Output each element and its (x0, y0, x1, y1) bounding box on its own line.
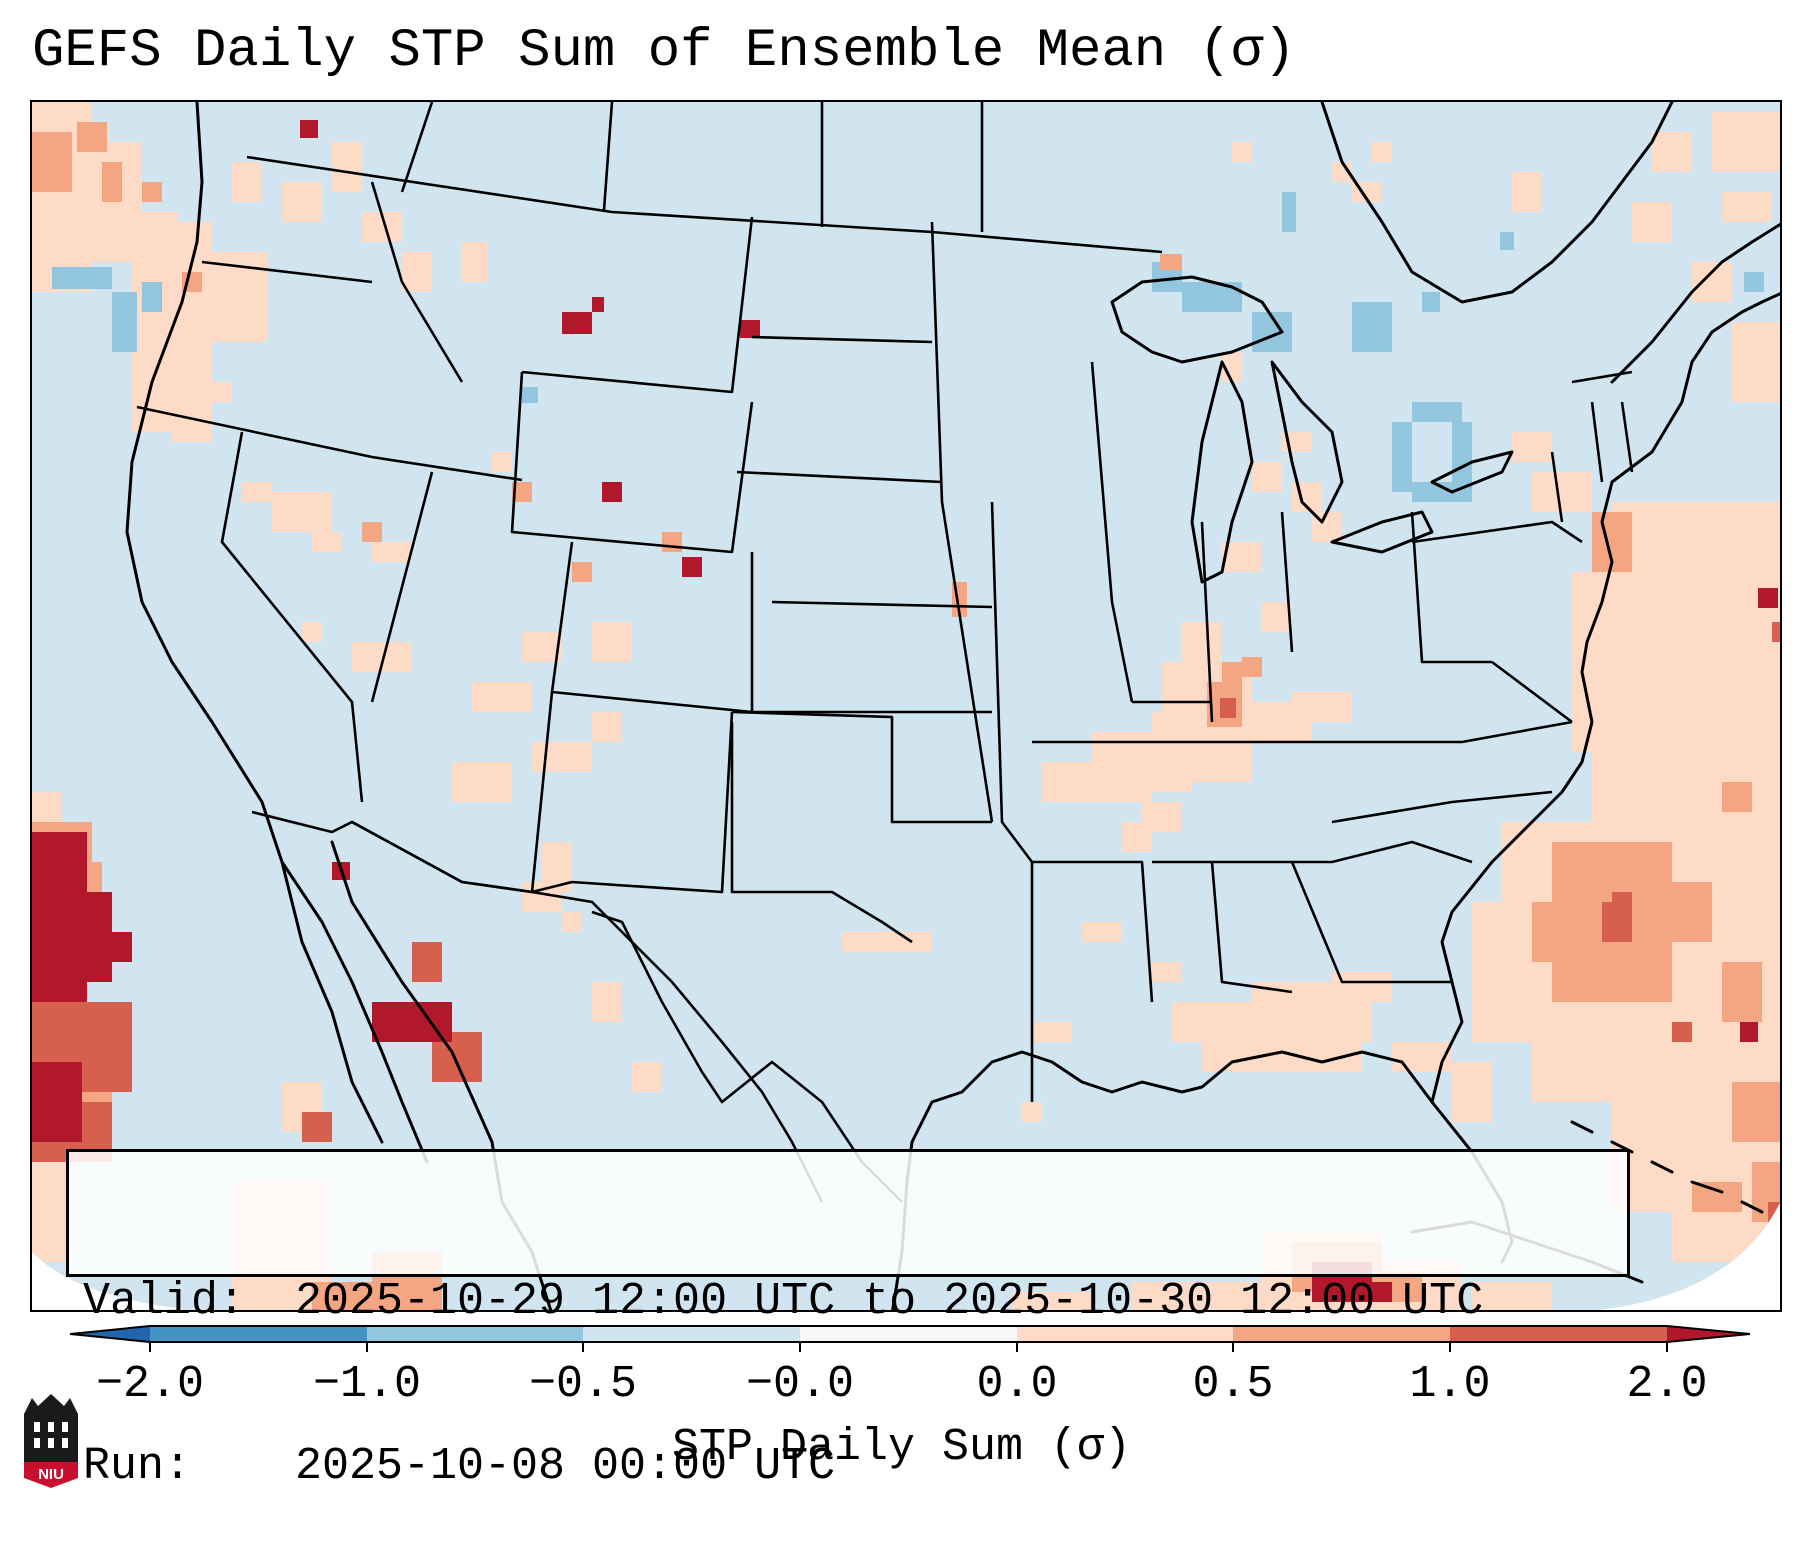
anomaly-region (32, 102, 487, 442)
state-borders (136, 102, 1634, 1203)
anomaly-region (1602, 622, 1780, 1222)
valid-time-box: Valid: 2025-10-29 12:00 UTC to 2025-10-30… (66, 1149, 1630, 1492)
colorbar-tick-label: 2.0 (1626, 1359, 1708, 1410)
anomaly-region (1220, 698, 1236, 718)
map-title: GEFS Daily STP Sum of Ensemble Mean (σ) (32, 21, 1296, 82)
anomaly-region (562, 297, 760, 577)
colorbar-tick-label: 0.5 (1192, 1359, 1274, 1410)
anomaly-region (1532, 512, 1780, 1222)
colorbar-title: STP Daily Sum (σ) (671, 1422, 1132, 1473)
colorbar-extend-high (1667, 1326, 1750, 1342)
colorbar-tick-label: −0.5 (528, 1359, 638, 1410)
colorbar-tick-label: 1.0 (1409, 1359, 1491, 1410)
logo-text: NIU (38, 1466, 64, 1483)
valid-value: 2025-10-29 12:00 UTC to 2025-10-30 12:00… (295, 1276, 1484, 1327)
colorbar-tick-label: 0.0 (976, 1359, 1058, 1410)
anomaly-region (32, 832, 452, 1142)
colorbar-tick-label: −1.0 (312, 1359, 422, 1410)
colorbar-bin (367, 1326, 583, 1342)
run-label: Run: (83, 1441, 192, 1492)
colorbar-ticks (149, 1342, 1668, 1352)
anomaly-region (32, 122, 202, 292)
colorbar-extend-low (70, 1326, 150, 1342)
colorbar-tick-label: −0.0 (745, 1359, 855, 1410)
anomaly-region (1740, 588, 1778, 1042)
run-value: 2025-10-08 00:00 UTC (295, 1441, 836, 1492)
mexico-border (251, 810, 824, 1203)
anomaly-region (362, 482, 967, 617)
map-canvas (32, 102, 1780, 1310)
colorbar-bin (150, 1326, 367, 1342)
anomaly-region (192, 382, 932, 1092)
niu-logo: NIU (24, 1394, 78, 1488)
colorbar-bin (1450, 1326, 1667, 1342)
colorbar-bin (1017, 1326, 1233, 1342)
colorbar-bin (1233, 1326, 1450, 1342)
colorbar-bin (583, 1326, 800, 1342)
colorbar (70, 1325, 1750, 1352)
anomaly-region (52, 267, 162, 352)
colorbar-tick-label: −2.0 (95, 1359, 205, 1410)
colorbar-bin (800, 1326, 1017, 1342)
map-panel (30, 100, 1782, 1312)
valid-label: Valid: (83, 1276, 246, 1327)
